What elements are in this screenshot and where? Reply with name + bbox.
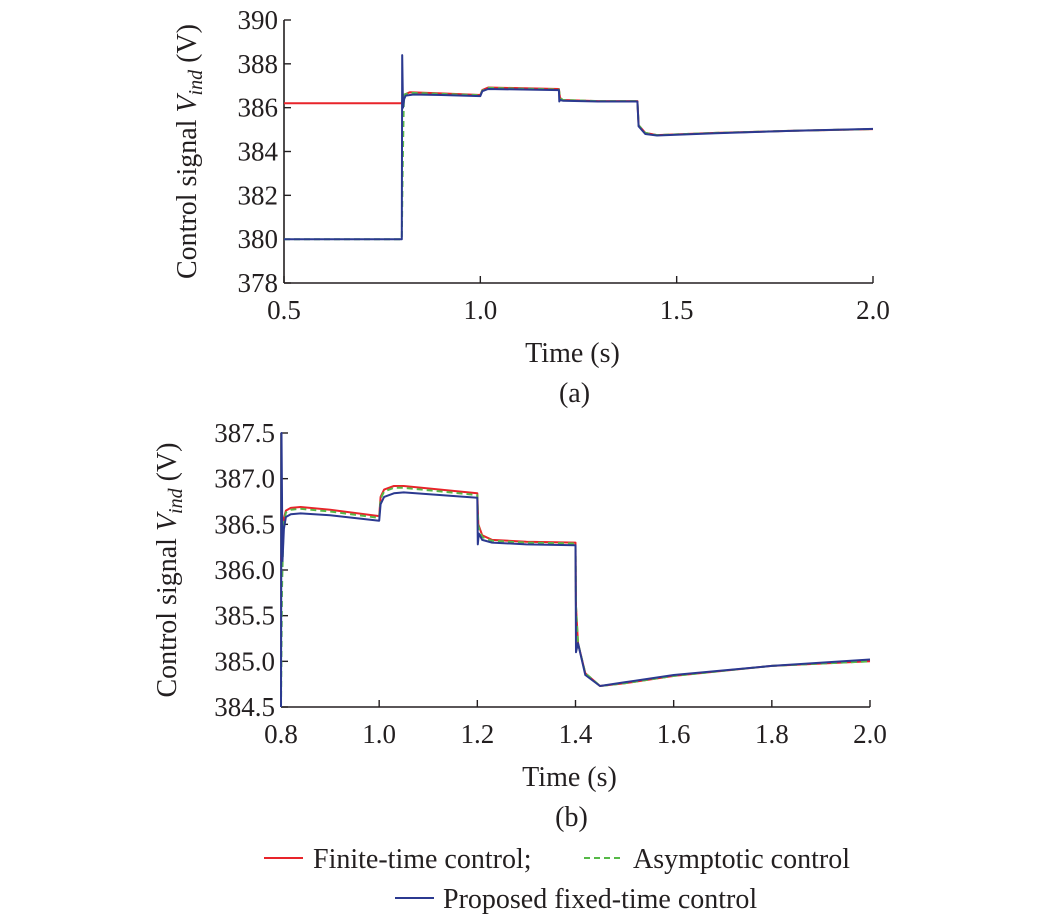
y-tick-label: 382 [238, 180, 279, 210]
series-line-finite-time-control [284, 86, 874, 137]
x-tick-label: 2.0 [853, 719, 887, 749]
legend-label-finite-time: Finite-time control; [313, 844, 532, 875]
x-tick-label: 1.5 [660, 295, 694, 325]
y-tick-label: 384.5 [214, 692, 275, 722]
y-axis-title: Control signal Vind (V) [172, 24, 207, 279]
y-tick-label: 388 [238, 49, 279, 79]
y-tick-label: 390 [238, 5, 279, 35]
x-tick-label: 1.4 [559, 719, 593, 749]
legend: Finite-time control; Asymptotic control … [264, 844, 850, 915]
y-tick-label: 385.0 [214, 646, 275, 676]
x-axis-title: Time (s) [525, 338, 620, 369]
x-axis-title: Time (s) [522, 762, 617, 793]
x-tick-label: 1.2 [460, 719, 494, 749]
y-tick-label: 378 [238, 268, 279, 298]
y-tick-label: 387.5 [214, 418, 275, 448]
series-line-proposed-fixed-time-control [284, 54, 874, 241]
chart-panel-b: 384.5 385.0 385.5 386.0 386.5 387.0 387.5 0.8 1.… [152, 418, 887, 833]
x-tick-label: 1.0 [463, 295, 497, 325]
x-tick-label: 1.0 [362, 719, 396, 749]
y-tick-label: 386.5 [214, 509, 275, 539]
series-line-proposed-fixed-time-control [280, 432, 871, 708]
series-line-asymptotic-control [284, 86, 874, 241]
x-tick-label: 2.0 [856, 295, 890, 325]
legend-label-asymptotic: Asymptotic control [633, 844, 850, 875]
x-tick-label: 1.8 [755, 719, 789, 749]
x-tick-label: 1.6 [657, 719, 691, 749]
legend-label-fixed-time: Proposed fixed-time control [443, 884, 757, 915]
y-tick-label: 386.0 [214, 555, 275, 585]
y-axis-title: Control signal Vind (V) [152, 443, 187, 698]
y-tick-label: 387.0 [214, 464, 275, 494]
panel-label: (a) [559, 378, 590, 409]
x-tick-label: 0.8 [264, 719, 298, 749]
y-tick-label: 384 [238, 137, 279, 167]
y-tick-label: 386 [238, 93, 279, 123]
chart-panel-a: 378 380 382 384 386 388 390 0.5 1.0 1.5 2.0 Time (s… [172, 5, 890, 409]
y-tick-label: 380 [238, 224, 279, 254]
panel-label: (b) [555, 802, 588, 833]
y-tick-label: 385.5 [214, 601, 275, 631]
x-tick-label: 0.5 [267, 295, 301, 325]
